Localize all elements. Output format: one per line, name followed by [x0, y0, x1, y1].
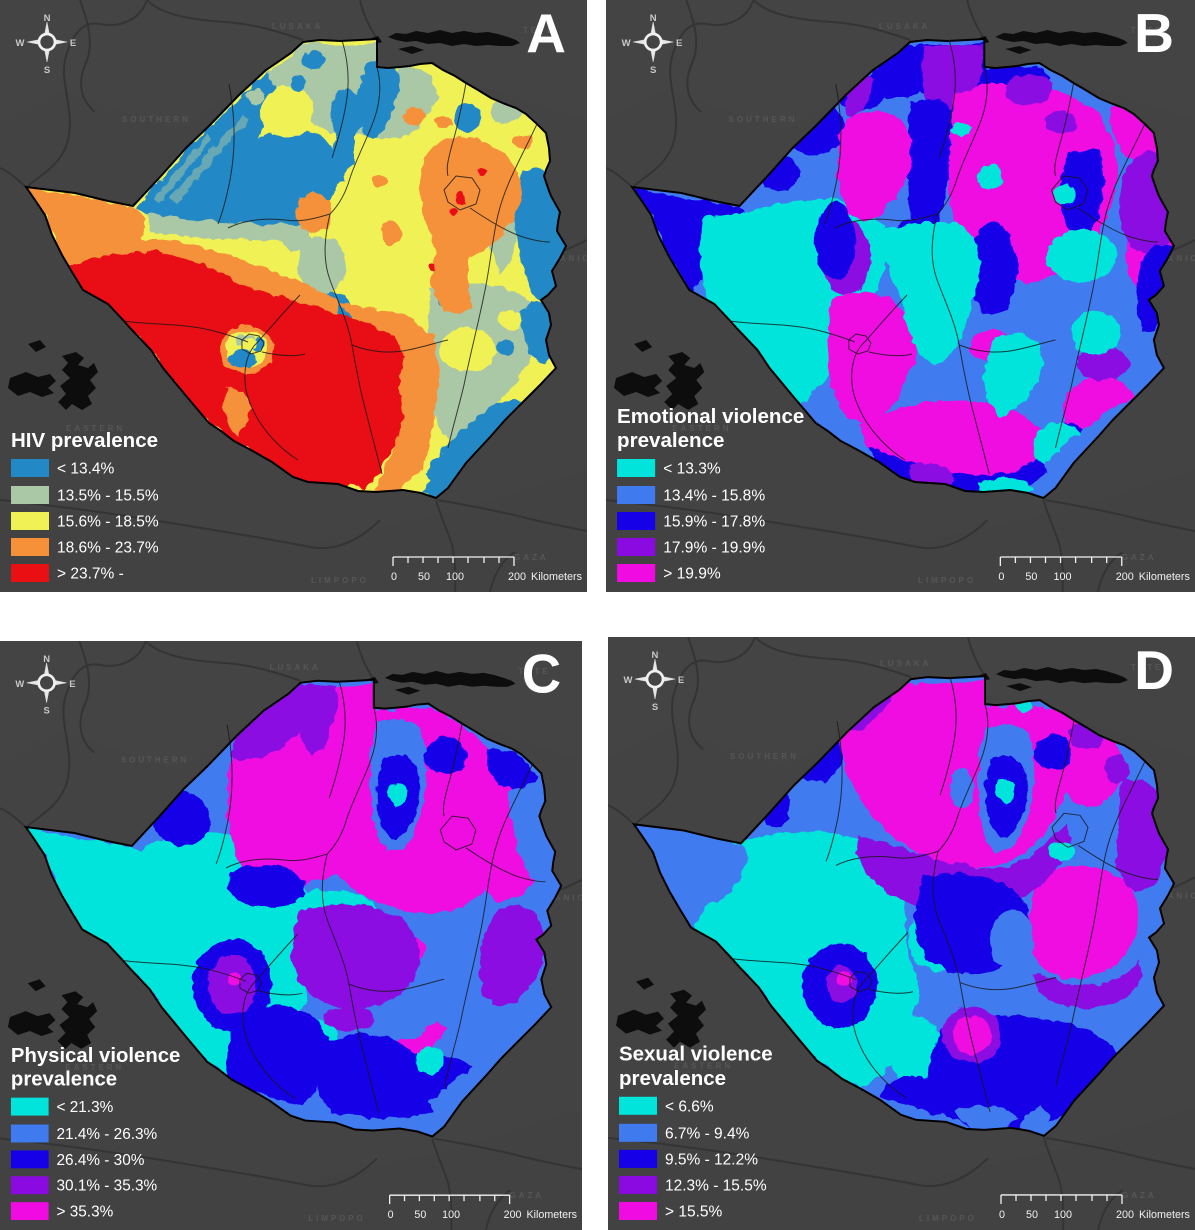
svg-text:prevalence: prevalence: [619, 1067, 726, 1090]
svg-text:200: 200: [508, 571, 526, 583]
svg-text:EASTERN: EASTERN: [65, 1063, 124, 1072]
svg-text:12.3% - 15.5%: 12.3% - 15.5%: [665, 1177, 767, 1194]
svg-text:SOUTHERN: SOUTHERN: [122, 115, 191, 124]
svg-text:LUSAKA: LUSAKA: [270, 663, 321, 672]
svg-text:100: 100: [1054, 571, 1072, 583]
svg-text:MANICA: MANICA: [550, 254, 587, 263]
svg-text:0: 0: [388, 1209, 394, 1221]
svg-text:S: S: [650, 65, 656, 76]
svg-text:15.9% - 17.8%: 15.9% - 17.8%: [663, 514, 765, 531]
svg-text:17.9% - 19.9%: 17.9% - 19.9%: [663, 540, 765, 557]
svg-text:B: B: [1134, 2, 1174, 64]
svg-text:GAZA: GAZA: [1122, 553, 1157, 562]
svg-text:prevalence: prevalence: [11, 1069, 117, 1091]
svg-text:50: 50: [418, 571, 430, 583]
svg-text:TETE: TETE: [1131, 663, 1163, 672]
svg-text:GAZA: GAZA: [510, 1191, 544, 1200]
svg-text:S: S: [652, 702, 658, 713]
svg-text:Physical violence: Physical violence: [11, 1045, 180, 1067]
svg-text:LIMPOPO: LIMPOPO: [311, 576, 369, 585]
svg-text:100: 100: [442, 1209, 460, 1221]
svg-text:< 13.3%: < 13.3%: [663, 461, 721, 478]
svg-text:LUSAKA: LUSAKA: [879, 22, 930, 31]
svg-text:< 13.4%: < 13.4%: [57, 461, 115, 478]
svg-text:Sexual violence: Sexual violence: [619, 1043, 773, 1066]
svg-text:LUSAKA: LUSAKA: [880, 659, 931, 668]
svg-text:N: N: [652, 650, 659, 661]
svg-text:S: S: [43, 705, 49, 716]
svg-text:D: D: [1134, 639, 1174, 701]
svg-text:200: 200: [1116, 1209, 1134, 1221]
svg-text:6.7% - 9.4%: 6.7% - 9.4%: [665, 1125, 750, 1142]
svg-text:Kilometers: Kilometers: [1139, 1209, 1191, 1221]
svg-text:LUSAKA: LUSAKA: [272, 22, 323, 31]
svg-text:E: E: [678, 675, 684, 686]
svg-text:LIMPOPO: LIMPOPO: [919, 1214, 977, 1223]
svg-text:9.5% - 12.2%: 9.5% - 12.2%: [665, 1151, 758, 1168]
svg-text:C: C: [522, 644, 561, 705]
svg-text:GAZA: GAZA: [1122, 1191, 1157, 1200]
svg-text:EASTERN: EASTERN: [672, 424, 731, 433]
svg-text:TETE: TETE: [519, 667, 551, 676]
svg-text:0: 0: [999, 1209, 1005, 1221]
svg-text:W: W: [622, 38, 631, 49]
svg-text:E: E: [70, 38, 76, 49]
svg-text:EASTERN: EASTERN: [674, 1062, 733, 1071]
svg-text:200: 200: [1116, 571, 1134, 583]
svg-text:Kilometers: Kilometers: [526, 1209, 577, 1221]
svg-text:SOUTHERN: SOUTHERN: [730, 752, 799, 761]
svg-text:< 6.6%: < 6.6%: [665, 1098, 714, 1115]
svg-text:LIMPOPO: LIMPOPO: [918, 576, 976, 585]
svg-text:< 21.3%: < 21.3%: [57, 1099, 114, 1116]
svg-text:> 15.5%: > 15.5%: [665, 1203, 722, 1220]
svg-text:Kilometers: Kilometers: [531, 571, 583, 583]
svg-text:TETE: TETE: [523, 26, 555, 35]
svg-text:26.4% - 30%: 26.4% - 30%: [57, 1152, 145, 1169]
svg-text:HIV prevalence: HIV prevalence: [11, 429, 158, 452]
svg-text:18.6% - 23.7%: 18.6% - 23.7%: [57, 540, 159, 557]
svg-text:30.1% - 35.3%: 30.1% - 35.3%: [57, 1178, 158, 1195]
svg-text:W: W: [15, 678, 24, 689]
svg-text:> 23.7% -: > 23.7% -: [57, 566, 124, 583]
svg-text:W: W: [624, 675, 633, 686]
svg-text:> 35.3%: > 35.3%: [57, 1204, 114, 1221]
svg-text:MANICA: MANICA: [1158, 891, 1195, 900]
svg-text:W: W: [16, 38, 25, 49]
svg-text:13.5% - 15.5%: 13.5% - 15.5%: [57, 488, 159, 505]
svg-text:Emotional violence: Emotional violence: [617, 405, 804, 428]
svg-text:N: N: [43, 653, 50, 664]
svg-text:GAZA: GAZA: [514, 553, 549, 562]
svg-text:MANICA: MANICA: [545, 894, 582, 903]
svg-text:50: 50: [1026, 1209, 1038, 1221]
svg-text:50: 50: [414, 1209, 426, 1221]
svg-text:Kilometers: Kilometers: [1139, 571, 1191, 583]
svg-text:15.6% - 18.5%: 15.6% - 18.5%: [57, 514, 159, 531]
svg-text:LIMPOPO: LIMPOPO: [308, 1214, 365, 1223]
svg-text:> 19.9%: > 19.9%: [663, 566, 721, 583]
svg-text:21.4% - 26.3%: 21.4% - 26.3%: [57, 1126, 158, 1143]
svg-text:SOUTHERN: SOUTHERN: [121, 755, 189, 764]
svg-text:100: 100: [446, 571, 464, 583]
svg-text:SOUTHERN: SOUTHERN: [728, 115, 797, 124]
svg-text:E: E: [69, 678, 75, 689]
svg-text:TETE: TETE: [1131, 26, 1164, 35]
svg-text:0: 0: [391, 571, 397, 583]
svg-text:13.4% - 15.8%: 13.4% - 15.8%: [663, 488, 765, 505]
svg-text:200: 200: [504, 1209, 522, 1221]
svg-text:A: A: [526, 2, 566, 64]
svg-text:MANICA: MANICA: [1158, 254, 1195, 263]
svg-text:50: 50: [1025, 571, 1037, 583]
svg-text:EASTERN: EASTERN: [66, 424, 125, 433]
svg-text:S: S: [44, 65, 50, 76]
svg-text:prevalence: prevalence: [617, 429, 724, 452]
svg-text:E: E: [676, 38, 682, 49]
svg-text:100: 100: [1054, 1209, 1072, 1221]
svg-text:N: N: [44, 13, 51, 24]
svg-text:0: 0: [998, 571, 1004, 583]
svg-text:N: N: [650, 13, 657, 24]
